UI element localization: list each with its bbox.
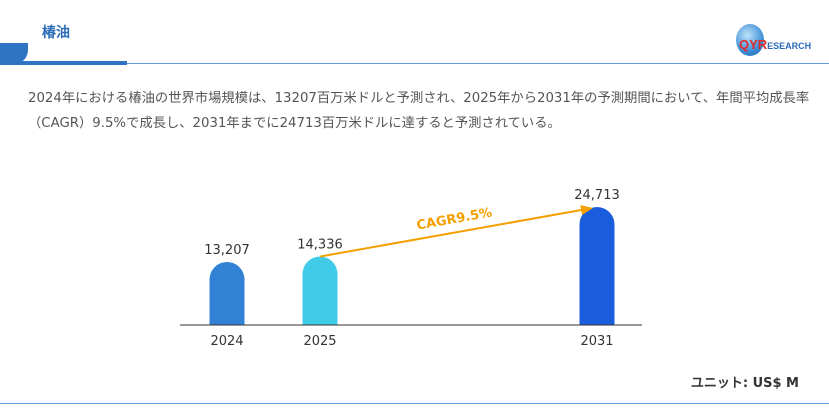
- cagr-arrow-line: [319, 208, 588, 258]
- header-tab-bar: [0, 61, 127, 65]
- market-description: 2024年における椿油の世界市場規模は、13207百万米ドルと予測され、2025…: [28, 91, 810, 131]
- value-label-2025: 14,336: [297, 238, 343, 253]
- cagr-label: CAGR9.5%: [415, 205, 493, 233]
- cagr-arrowhead: [580, 205, 593, 216]
- x-tick-2025: 2025: [303, 334, 336, 349]
- bar-2031: [579, 207, 615, 325]
- x-tick-2024: 2024: [210, 334, 243, 349]
- value-label-2031: 24,713: [574, 188, 620, 203]
- unit-label: ユニット: US$ M: [690, 376, 799, 391]
- bar-2024: [209, 261, 245, 325]
- page-title: 椿油: [42, 25, 70, 41]
- bar-2025: [302, 256, 338, 325]
- qyresearch-logo: QYRESEARCH: [736, 24, 826, 58]
- footer-divider: [0, 403, 829, 404]
- x-tick-2031: 2031: [580, 334, 613, 349]
- globe-icon: [736, 24, 764, 56]
- header-divider: [127, 63, 829, 64]
- value-label-2024: 13,207: [204, 243, 250, 258]
- header-tab-decoration: [0, 43, 28, 64]
- logo-text: QYRESEARCH: [739, 37, 812, 52]
